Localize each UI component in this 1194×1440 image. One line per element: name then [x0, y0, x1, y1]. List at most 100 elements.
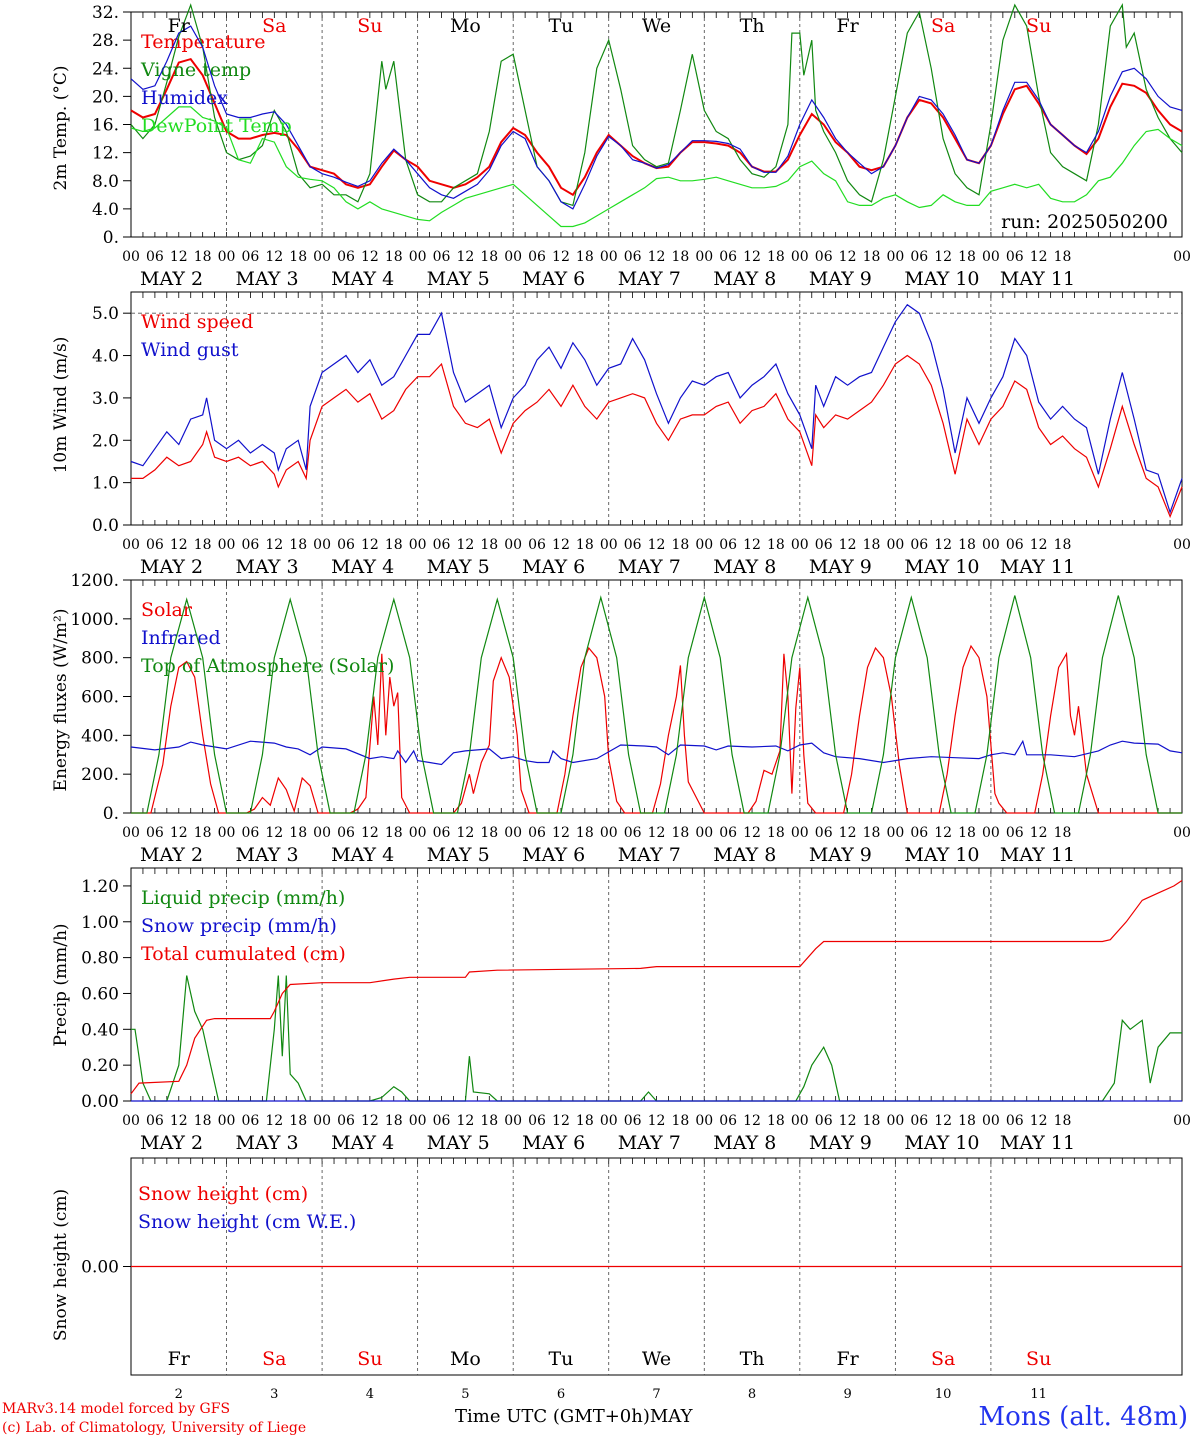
- hour-tick-label: 12: [648, 537, 666, 553]
- hour-tick-label: 00: [313, 825, 331, 841]
- weekday-label: Su: [357, 15, 382, 37]
- hour-tick-label: 12: [743, 1113, 761, 1129]
- y-tick-label: 800.: [81, 649, 119, 669]
- day-label: MAY 7: [618, 844, 681, 866]
- day-label: MAY 6: [522, 556, 585, 578]
- y-tick-label: 0.60: [81, 984, 119, 1004]
- hour-tick-label: 06: [146, 1113, 164, 1129]
- hour-tick-label: 18: [480, 249, 498, 265]
- legend-entry: Liquid precip (mm/h): [141, 887, 345, 909]
- day-label: MAY 2: [140, 268, 203, 290]
- weekday-label: Sa: [262, 15, 286, 37]
- hour-tick-label: 06: [910, 825, 928, 841]
- hour-tick-label: 06: [528, 825, 546, 841]
- legend-entry: DewPoint Temp: [141, 115, 292, 137]
- hour-tick-label: 06: [1006, 537, 1024, 553]
- y-tick-label: 24.: [92, 59, 119, 79]
- hour-tick-label: 06: [719, 537, 737, 553]
- hour-tick-label: 12: [934, 1113, 952, 1129]
- hour-tick-label: 00: [695, 537, 713, 553]
- hour-tick-label: 06: [719, 1113, 737, 1129]
- hour-tick-label: 12: [1030, 825, 1048, 841]
- hour-tick-label: 06: [910, 537, 928, 553]
- weekday-label: Su: [1026, 1348, 1051, 1370]
- y-tick-label: 0.: [103, 228, 119, 248]
- hour-tick-label: 18: [385, 825, 403, 841]
- y-tick-label: 5.0: [92, 304, 119, 324]
- hour-tick-label: 00: [886, 1113, 904, 1129]
- legend-entry: Top of Atmosphere (Solar): [141, 655, 394, 677]
- day-number-label: 3: [270, 1387, 278, 1402]
- day-label: MAY 6: [522, 1132, 585, 1154]
- hour-tick-label: 06: [910, 249, 928, 265]
- weekday-label: Mo: [450, 15, 481, 37]
- hour-tick-label: 00: [982, 825, 1000, 841]
- hour-tick-label: 12: [552, 249, 570, 265]
- hour-tick-label: 18: [863, 1113, 881, 1129]
- day-label: MAY 2: [140, 1132, 203, 1154]
- hour-tick-label: 12: [361, 1113, 379, 1129]
- hour-tick-label: 00: [504, 1113, 522, 1129]
- y-tick-label: 0.20: [81, 1056, 119, 1076]
- day-label: MAY 3: [236, 268, 299, 290]
- lab-credit: (c) Lab. of Climatology, University of L…: [2, 1420, 307, 1436]
- y-tick-label: 0.00: [81, 1258, 119, 1278]
- run-annotation: run: 2025050200: [1001, 211, 1168, 233]
- hour-tick-label: 18: [289, 249, 307, 265]
- y-axis-label: Precip (mm/h): [51, 923, 71, 1046]
- hour-tick-label: 06: [1006, 825, 1024, 841]
- day-label: MAY 11: [1000, 268, 1075, 290]
- hour-tick-label: 12: [361, 825, 379, 841]
- hour-tick-label: 00: [504, 537, 522, 553]
- hour-tick-label: 18: [194, 249, 212, 265]
- hour-tick-label: 12: [456, 537, 474, 553]
- hour-tick-label: 00: [1173, 1113, 1191, 1129]
- hour-tick-label: 06: [719, 825, 737, 841]
- series-line: [130, 25, 1183, 210]
- weekday-label: Sa: [262, 1348, 286, 1370]
- hour-tick-label: 12: [839, 537, 857, 553]
- weekday-label: We: [642, 1348, 671, 1370]
- panel-3: 0. 200. 400. 600. 800. 1000. 1200. Energy fluxe…: [51, 571, 1191, 866]
- hour-tick-label: 18: [958, 1113, 976, 1129]
- hour-tick-label: 06: [146, 825, 164, 841]
- weekday-label: Tu: [548, 15, 573, 37]
- legend-entry: Snow height (cm): [138, 1183, 308, 1205]
- legend-entry: Total cumulated (cm): [141, 943, 346, 965]
- legend-entry: Snow height (cm W.E.): [138, 1211, 356, 1233]
- weekday-label: Fr: [168, 1348, 191, 1370]
- hour-tick-label: 18: [576, 537, 594, 553]
- hour-tick-label: 12: [456, 249, 474, 265]
- day-label: MAY 3: [236, 1132, 299, 1154]
- hour-tick-label: 18: [194, 825, 212, 841]
- hour-tick-label: 00: [122, 825, 140, 841]
- y-axis-label: 2m Temp. (°C): [51, 65, 71, 190]
- day-number-label: 5: [461, 1387, 469, 1402]
- weekday-label: Fr: [836, 1348, 859, 1370]
- hour-tick-label: 06: [910, 1113, 928, 1129]
- y-tick-label: 0.: [103, 804, 119, 824]
- legend-entry: Humidex: [141, 87, 228, 109]
- hour-tick-label: 12: [934, 537, 952, 553]
- y-tick-label: 2.0: [92, 431, 119, 451]
- hour-tick-label: 12: [552, 1113, 570, 1129]
- hour-tick-label: 18: [576, 1113, 594, 1129]
- hour-tick-label: 18: [671, 249, 689, 265]
- hour-tick-label: 06: [719, 249, 737, 265]
- hour-tick-label: 18: [671, 537, 689, 553]
- day-label: MAY 9: [809, 268, 872, 290]
- y-tick-label: 4.0: [92, 200, 119, 220]
- hour-tick-label: 00: [791, 825, 809, 841]
- hour-tick-label: 00: [313, 537, 331, 553]
- day-label: MAY 10: [904, 844, 979, 866]
- hour-tick-label: 12: [456, 1113, 474, 1129]
- hour-tick-label: 12: [839, 249, 857, 265]
- y-tick-label: 28.: [92, 31, 119, 51]
- hour-tick-label: 00: [409, 537, 427, 553]
- panel-4: 0.00 0.20 0.40 0.60 0.80 1.00 1.20 Precip (mm/h…: [51, 867, 1191, 1154]
- x-axis-title: Time UTC (GMT+0h)MAY: [455, 1406, 692, 1427]
- hour-tick-label: 06: [433, 537, 451, 553]
- hour-tick-label: 00: [218, 249, 236, 265]
- hour-tick-label: 06: [624, 537, 642, 553]
- hour-tick-label: 06: [528, 537, 546, 553]
